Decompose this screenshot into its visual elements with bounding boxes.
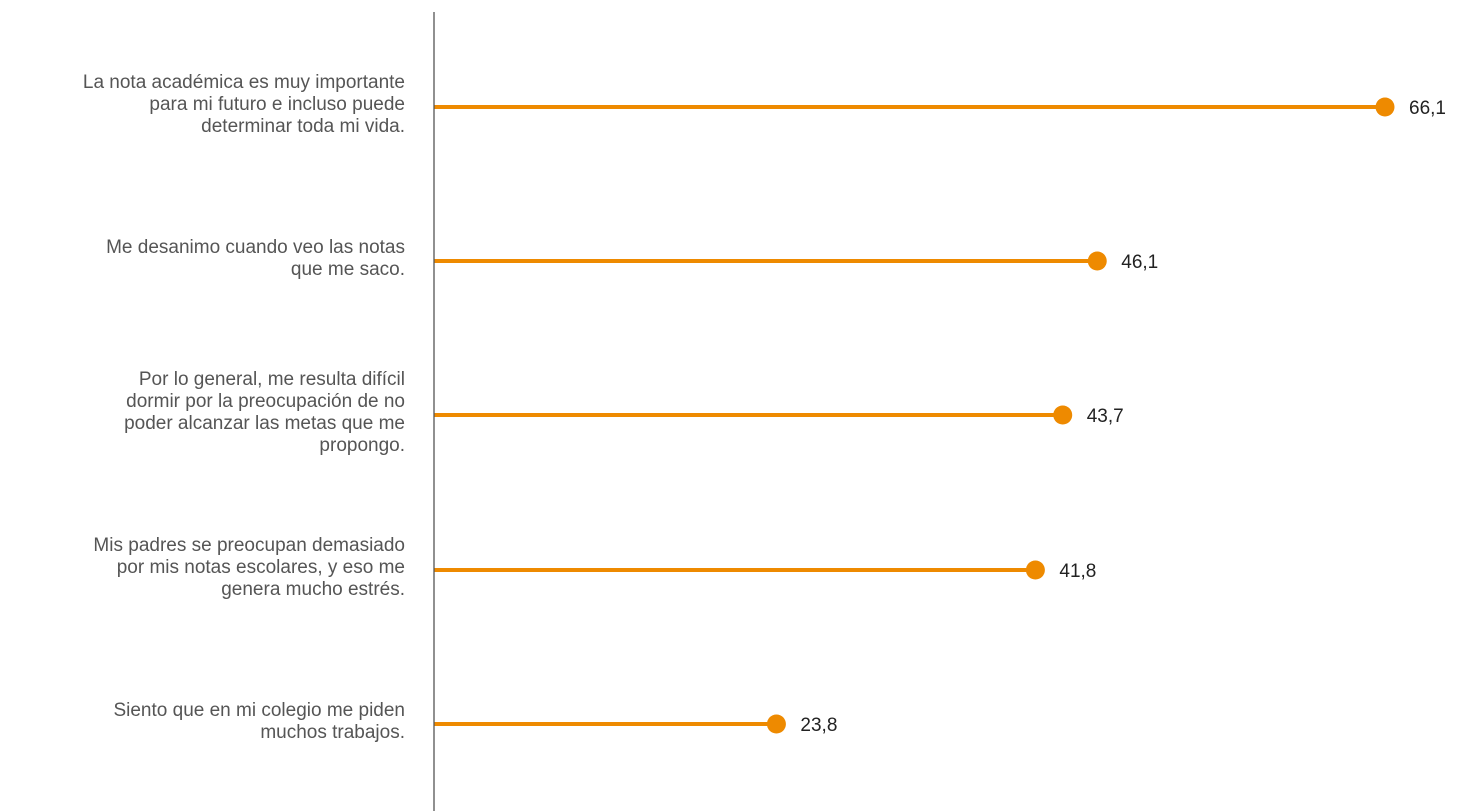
category-label: La nota académica es muy importante para…: [82, 72, 405, 137]
dots-group: [766, 97, 1395, 734]
value-label: 66,1: [1409, 98, 1446, 119]
lollipop-dot: [1375, 97, 1395, 117]
value-labels-group: 66,1 46,1 43,7 41,8 23,8: [800, 98, 1446, 736]
category-label: Por lo general, me resulta difícil dormi…: [124, 369, 405, 456]
lollipop-dot: [766, 714, 786, 734]
value-label: 23,8: [800, 715, 837, 736]
lollipop-dot: [1025, 560, 1045, 580]
category-label: Mis padres se preocupan demasiado por mi…: [93, 535, 405, 600]
lollipop-dot: [1087, 251, 1107, 271]
value-label: 41,8: [1059, 561, 1096, 582]
lollipop-dot: [1053, 405, 1073, 425]
category-label: Siento que en mi colegio me piden muchos…: [113, 700, 405, 743]
category-label: Me desanimo cuando veo las notas que me …: [106, 237, 405, 280]
stems-group: [434, 105, 1385, 726]
value-label: 43,7: [1087, 406, 1124, 427]
value-label: 46,1: [1121, 252, 1158, 273]
